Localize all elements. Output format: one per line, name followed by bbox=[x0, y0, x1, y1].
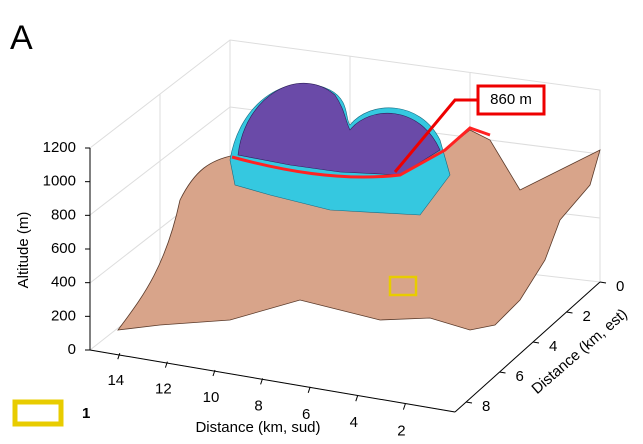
y-tick-label: 2 bbox=[583, 308, 591, 325]
y-tick-label: 4 bbox=[549, 338, 557, 355]
location-marker bbox=[388, 275, 418, 297]
y-tick bbox=[532, 341, 540, 344]
y-tick-label: 0 bbox=[616, 278, 624, 295]
y-tick bbox=[566, 311, 573, 314]
x-tick bbox=[307, 386, 311, 393]
x-tick-label: 2 bbox=[397, 423, 405, 439]
annotation-arrow bbox=[393, 98, 478, 173]
x-tick-label: 12 bbox=[155, 381, 172, 398]
x-axis-label: Distance (km, sud) bbox=[195, 419, 320, 436]
x-axis bbox=[89, 349, 456, 413]
z-tick-label: 200 bbox=[51, 307, 76, 324]
x-tick bbox=[212, 369, 216, 377]
y-axis-label: Distance (km, est) bbox=[528, 306, 630, 398]
z-tick-label: 600 bbox=[51, 240, 76, 257]
x-tick bbox=[117, 353, 121, 360]
z-tick-label: 0 bbox=[68, 341, 76, 358]
x-tick bbox=[164, 361, 168, 368]
legend-swatch bbox=[12, 399, 64, 427]
x-tick bbox=[260, 378, 264, 385]
y-tick bbox=[465, 401, 473, 404]
x-tick-label: 8 bbox=[254, 397, 262, 414]
y-axis bbox=[454, 281, 601, 413]
x-tick bbox=[402, 403, 406, 410]
panel-label: A bbox=[10, 19, 33, 57]
z-tick-label: 800 bbox=[51, 206, 76, 223]
y-tick bbox=[599, 281, 607, 284]
x-tick-label: 6 bbox=[302, 406, 310, 423]
x-tick-label: 14 bbox=[107, 372, 124, 389]
z-tick-label: 1200 bbox=[43, 139, 76, 156]
annotation-box bbox=[476, 84, 546, 116]
surface bbox=[117, 82, 601, 331]
x-tick-label: 4 bbox=[350, 414, 358, 431]
z-tick-label: 1000 bbox=[43, 173, 76, 190]
z-axis-label: Altitude (m) bbox=[15, 212, 32, 289]
y-tick-label: 6 bbox=[516, 368, 524, 385]
z-tick-label: 400 bbox=[51, 274, 76, 291]
y-tick-label: 8 bbox=[482, 398, 490, 415]
y-tick bbox=[499, 371, 506, 374]
x-tick bbox=[355, 395, 359, 402]
annotation: 860 m bbox=[490, 91, 532, 108]
legend-label: 1 bbox=[82, 405, 90, 422]
x-tick-label: 10 bbox=[203, 389, 220, 406]
